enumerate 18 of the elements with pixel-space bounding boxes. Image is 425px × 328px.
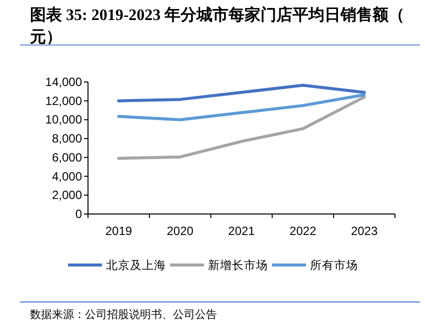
x-tick-label: 2021 <box>228 224 256 238</box>
legend-label: 所有市场 <box>310 258 358 272</box>
x-tick-label: 2023 <box>350 224 378 238</box>
legend-label: 新增长市场 <box>208 258 268 272</box>
x-tick-label: 2020 <box>166 224 194 238</box>
y-tick-label: 6,000 <box>52 150 82 164</box>
y-tick-label: 14,000 <box>45 75 82 89</box>
title: 图表 35: 2019-2023 年分城市每家门店平均日销售额（元） <box>30 7 405 46</box>
y-tick-label: 12,000 <box>45 94 82 108</box>
legend-label: 北京及上海 <box>106 258 166 272</box>
y-tick-label: 4,000 <box>52 169 82 184</box>
x-tick-label: 2022 <box>290 224 317 238</box>
y-tick-label: 2,000 <box>52 188 82 202</box>
x-tick-label: 2019 <box>105 224 132 238</box>
source-note: 数据来源：公司招股说明书、公司公告 <box>30 308 217 321</box>
y-tick-label: 10,000 <box>45 112 82 127</box>
y-tick-label: 8,000 <box>52 132 82 146</box>
y-tick-label: 0 <box>75 207 82 221</box>
